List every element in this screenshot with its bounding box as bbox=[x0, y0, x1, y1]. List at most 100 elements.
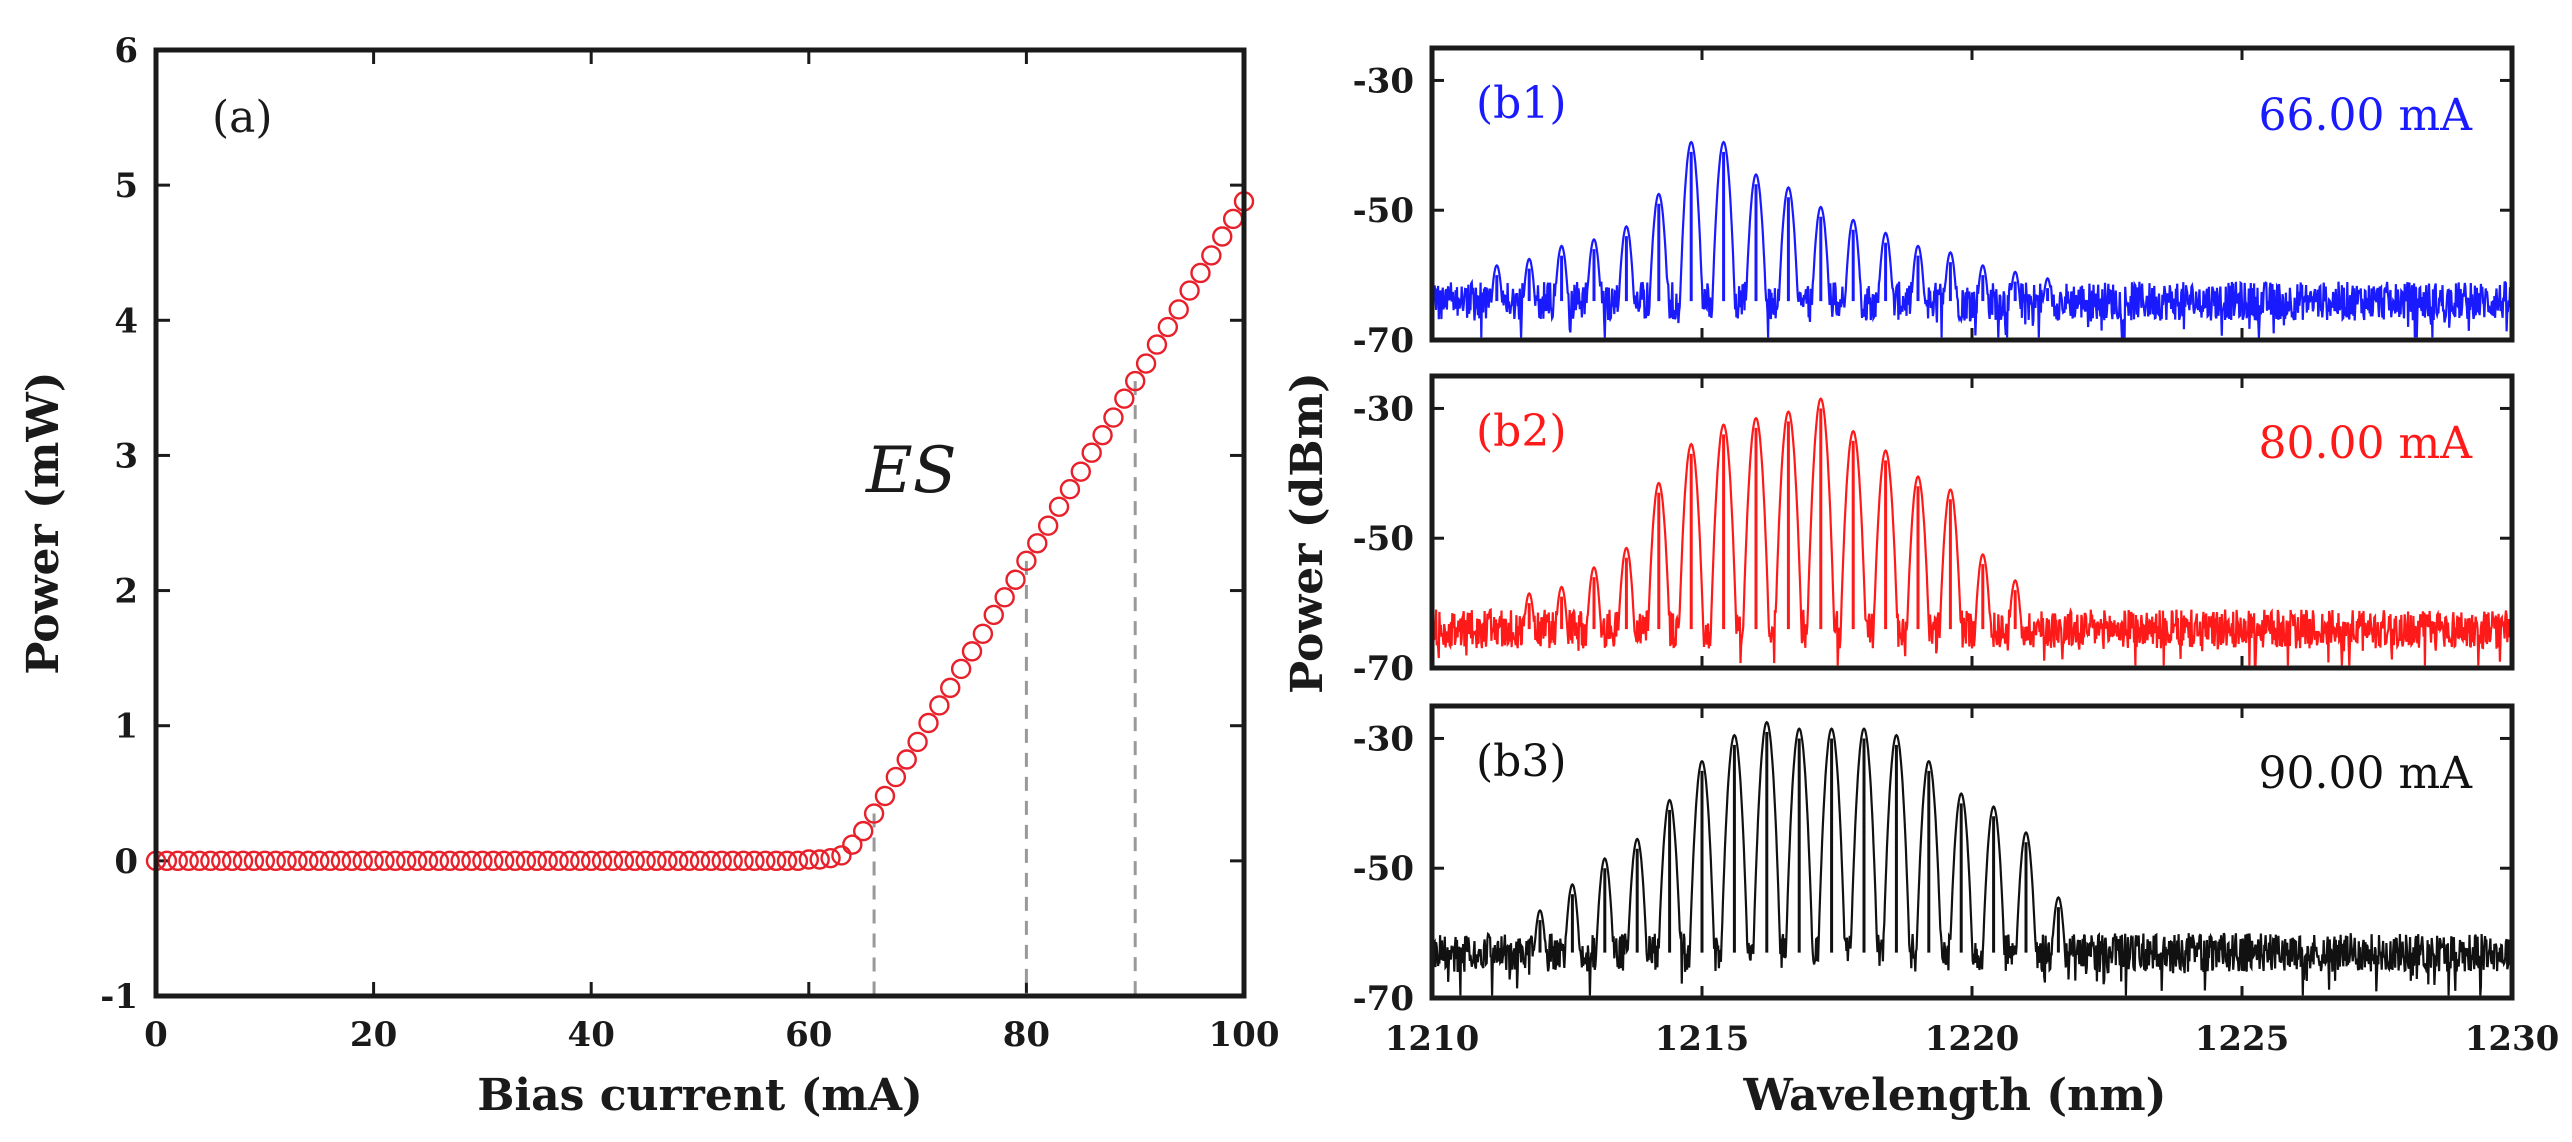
a-data-point bbox=[493, 850, 515, 872]
b2-ytick-label: -70 bbox=[1353, 649, 1414, 689]
b1-panel-label: (b1) bbox=[1476, 78, 1567, 129]
a-data-point bbox=[1179, 280, 1200, 301]
a-data-point bbox=[733, 850, 754, 872]
a-data-point bbox=[863, 803, 885, 824]
a-x-axis-label: Bias current (mA) bbox=[477, 1070, 923, 1121]
b2-ytick-label: -30 bbox=[1353, 389, 1414, 429]
b3-current-label: 90.00 mA bbox=[2259, 748, 2474, 799]
a-data-point bbox=[635, 850, 656, 872]
a-data-point bbox=[374, 850, 395, 872]
a-panel-label: (a) bbox=[212, 92, 273, 143]
a-data-point bbox=[744, 850, 765, 872]
a-data-point bbox=[961, 641, 983, 662]
a-data-point bbox=[765, 850, 787, 872]
a-ytick-label: 6 bbox=[114, 31, 138, 71]
b1-current-label: 66.00 mA bbox=[2259, 90, 2474, 141]
a-data-point bbox=[624, 850, 645, 872]
b-xtick-label: 1225 bbox=[2195, 1019, 2290, 1059]
a-data-point bbox=[1103, 407, 1124, 428]
a-data-point bbox=[1201, 245, 1222, 266]
a-data-point bbox=[1146, 334, 1168, 355]
a-data-point bbox=[298, 850, 319, 872]
a-data-point bbox=[276, 850, 297, 872]
b3-panel-label: (b3) bbox=[1476, 736, 1567, 787]
a-data-point bbox=[983, 604, 1004, 626]
a-data-point bbox=[352, 850, 373, 872]
a-data-point bbox=[1168, 299, 1189, 320]
a-data-point bbox=[972, 623, 994, 645]
a-data-point bbox=[874, 785, 896, 807]
a-data-point bbox=[472, 850, 493, 872]
a-data-points bbox=[145, 191, 1255, 872]
a-guide-lines bbox=[872, 381, 1137, 996]
a-data-point bbox=[1190, 262, 1211, 284]
a-data-point bbox=[385, 850, 406, 872]
a-data-point bbox=[515, 850, 537, 872]
a-data-point bbox=[918, 712, 939, 734]
a-data-point bbox=[1114, 388, 1135, 409]
a-data-point bbox=[526, 850, 547, 872]
a-data-point bbox=[461, 850, 482, 872]
a-data-point bbox=[1212, 226, 1233, 247]
a-xtick-label: 60 bbox=[785, 1015, 832, 1055]
a-data-point bbox=[232, 850, 254, 872]
a-data-point bbox=[1016, 550, 1037, 572]
a-data-point bbox=[189, 850, 210, 872]
a-data-point bbox=[994, 587, 1015, 608]
a-data-point bbox=[722, 850, 743, 872]
a-data-point bbox=[265, 850, 286, 872]
a-xtick-label: 0 bbox=[144, 1015, 168, 1055]
a-data-point bbox=[450, 850, 471, 872]
a-data-point bbox=[907, 731, 928, 753]
a-data-point bbox=[570, 850, 591, 872]
a-xtick-label: 20 bbox=[350, 1015, 397, 1055]
a-ytick-label: -1 bbox=[100, 977, 138, 1017]
a-data-point bbox=[831, 845, 852, 866]
a-data-point bbox=[798, 849, 819, 870]
a-data-point bbox=[341, 850, 363, 872]
a-data-point bbox=[689, 850, 711, 872]
a-data-point bbox=[1037, 515, 1059, 536]
a-data-point bbox=[200, 850, 221, 872]
a-data-point bbox=[428, 850, 450, 872]
a-data-point bbox=[1135, 353, 1157, 374]
a-data-point bbox=[559, 850, 580, 872]
a-data-point bbox=[1027, 533, 1048, 554]
a-data-point bbox=[243, 850, 265, 872]
a-data-point bbox=[548, 850, 569, 872]
a-data-point bbox=[439, 850, 460, 872]
a-data-point bbox=[504, 850, 526, 872]
a-data-point bbox=[1222, 208, 1244, 230]
b-x-axis-label: Wavelength (nm) bbox=[1743, 1070, 2167, 1121]
b3-spectrum-trace bbox=[1430, 720, 2514, 996]
a-data-point bbox=[167, 850, 188, 872]
b2-current-label: 80.00 mA bbox=[2259, 418, 2474, 469]
a-data-point bbox=[591, 850, 613, 872]
a-data-point bbox=[853, 820, 874, 842]
b1-ytick-label: -70 bbox=[1353, 321, 1414, 361]
a-data-point bbox=[700, 850, 722, 872]
a-ytick-labels: -1 0 1 2 3 4 5 6 bbox=[100, 31, 138, 1017]
a-data-point bbox=[820, 847, 841, 869]
b-xtick-label: 1210 bbox=[1385, 1019, 1480, 1059]
a-data-point bbox=[1005, 569, 1026, 590]
a-ytick-label: 5 bbox=[114, 166, 138, 206]
a-data-point bbox=[842, 834, 863, 855]
a-data-point bbox=[929, 695, 950, 716]
b1-ytick-label: -50 bbox=[1353, 191, 1414, 231]
a-ytick-label: 4 bbox=[114, 301, 138, 341]
a-data-point bbox=[417, 850, 439, 872]
a-data-point bbox=[787, 850, 809, 872]
es-annotation: ES bbox=[865, 434, 957, 508]
a-data-point bbox=[1124, 370, 1146, 392]
b1-spectrum-trace bbox=[1430, 140, 2514, 338]
a-xtick-label: 40 bbox=[568, 1015, 615, 1055]
a-data-point bbox=[678, 850, 700, 872]
a-data-point bbox=[646, 850, 667, 872]
b-xtick-label: 1215 bbox=[1655, 1019, 1750, 1059]
a-data-point bbox=[613, 850, 635, 872]
a-ytick-label: 0 bbox=[114, 842, 138, 882]
a-ytick-label: 2 bbox=[114, 572, 138, 612]
a-data-point bbox=[755, 850, 776, 872]
